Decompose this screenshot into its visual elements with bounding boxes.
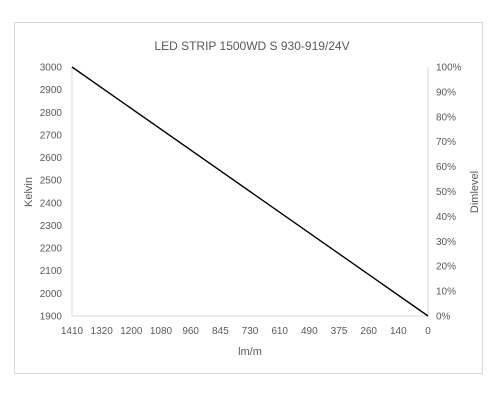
y-tick-label: 2700 — [40, 130, 63, 141]
y2-tick-label: 50% — [436, 187, 456, 198]
y-tick-label: 1900 — [40, 312, 63, 323]
y2-tick-label: 10% — [436, 287, 456, 298]
y-tick-label: 2600 — [40, 153, 63, 164]
y-tick-label: 2500 — [40, 176, 63, 187]
y2-tick-label: 70% — [436, 137, 456, 148]
x-axis-ticks: 1410 1320 1200 1080 960 845 730 610 490 375 260 140… — [61, 326, 431, 337]
y-tick-label: 2000 — [40, 289, 63, 300]
series-line — [71, 66, 429, 317]
y2-tick-label: 20% — [436, 262, 456, 273]
x-tick-label: 610 — [271, 326, 288, 337]
y2-tick-label: 100% — [436, 63, 462, 74]
y-tick-label: 2200 — [40, 244, 63, 255]
y-tick-label: 2100 — [40, 266, 63, 277]
y-axis-ticks: 3000 2900 2800 2700 2600 2500 2400 2300 2200 2100… — [40, 63, 63, 323]
x-tick-label: 845 — [212, 326, 229, 337]
y2-tick-label: 60% — [436, 162, 456, 173]
x-tick-label: 730 — [242, 326, 259, 337]
x-tick-label: 490 — [301, 326, 318, 337]
x-tick-label: 960 — [182, 326, 199, 337]
x-tick-label: 375 — [331, 326, 348, 337]
y-tick-label: 2800 — [40, 108, 63, 119]
y2-tick-label: 0% — [436, 312, 451, 323]
x-tick-label: 0 — [425, 326, 431, 337]
x-tick-label: 260 — [360, 326, 377, 337]
x-tick-label: 1410 — [61, 326, 84, 337]
y-tick-label: 3000 — [40, 63, 63, 74]
x-tick-label: 1200 — [120, 326, 143, 337]
y-tick-label: 2400 — [40, 198, 63, 209]
y-axis-title: Kelvin — [23, 177, 35, 207]
y2-axis-title: Dimlevel — [469, 171, 481, 213]
y-tick-label: 2300 — [40, 221, 63, 232]
x-tick-label: 1080 — [150, 326, 173, 337]
y-tick-label: 2900 — [40, 85, 63, 96]
series-layer — [71, 66, 429, 317]
x-tick-label: 1320 — [91, 326, 114, 337]
y2-tick-label: 40% — [436, 212, 456, 223]
x-tick-label: 140 — [390, 326, 407, 337]
y2-axis-ticks: 100% 90% 80% 70% 60% 50% 40% 30% 20% 10% 0% — [436, 63, 462, 323]
y2-tick-label: 90% — [436, 87, 456, 98]
x-axis-title: lm/m — [238, 346, 262, 358]
y2-tick-label: 30% — [436, 237, 456, 248]
chart-title: LED STRIP 1500WD S 930-919/24V — [154, 39, 349, 53]
y2-tick-label: 80% — [436, 112, 456, 123]
